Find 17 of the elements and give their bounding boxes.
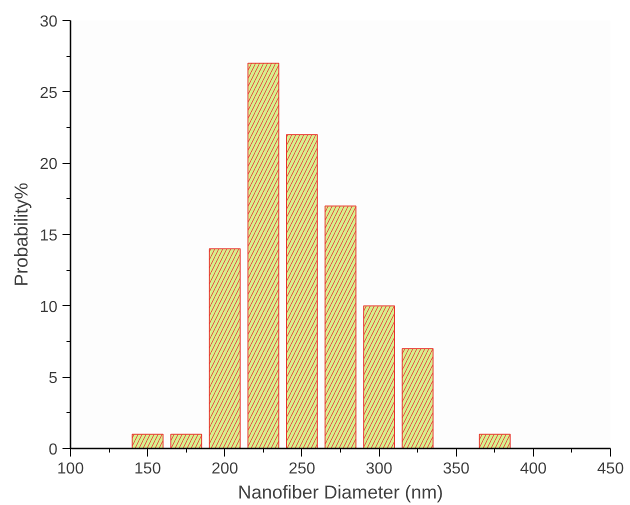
x-tick-label: 400 [520, 460, 547, 478]
y-tick-label: 10 [40, 298, 58, 316]
x-tick-label: 250 [288, 460, 316, 478]
y-axis-title: Probability% [10, 182, 32, 286]
y-tick-label: 5 [48, 370, 58, 388]
x-tick-label: 300 [366, 460, 393, 478]
x-axis-title: Nanofiber Diameter (nm) [238, 482, 444, 502]
y-tick-label: 20 [40, 156, 58, 174]
y-tick-label: 0 [48, 442, 58, 458]
y-tick-label: 25 [40, 84, 58, 102]
x-tick-label: 100 [57, 460, 84, 478]
x-tick-label: 150 [134, 460, 162, 478]
x-tick-label: 450 [597, 460, 624, 478]
x-tick-label: 200 [211, 460, 238, 478]
y-tick-label: 30 [40, 14, 58, 30]
y-tick-label: 15 [40, 228, 58, 244]
x-tick-label: 350 [442, 460, 470, 478]
